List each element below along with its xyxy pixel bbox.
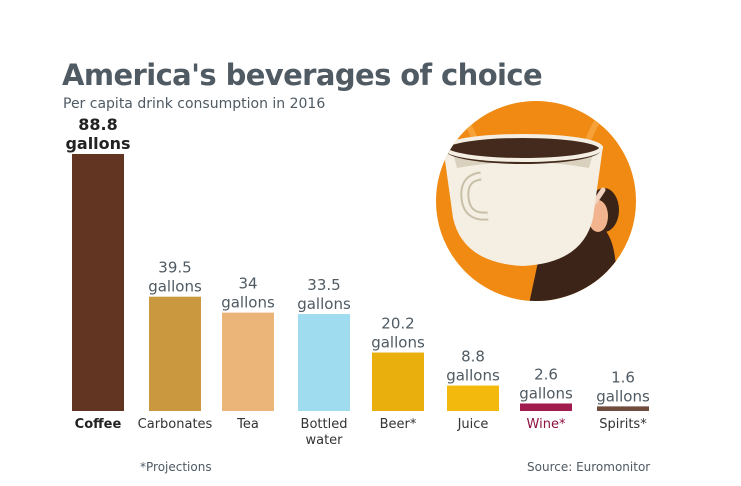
unit-label-bottled-water: gallons <box>297 295 351 313</box>
unit-label-juice: gallons <box>446 367 500 385</box>
unit-label-coffee: gallons <box>65 134 130 153</box>
category-label-spirits: Spirits* <box>599 417 647 432</box>
unit-label-wine: gallons <box>519 384 573 402</box>
bar-carbonates <box>149 296 201 411</box>
category-label-juice: Juice <box>457 417 489 432</box>
category-label-coffee: Coffee <box>75 417 122 432</box>
value-label-juice: 8.8 <box>461 348 485 366</box>
value-label-spirits: 1.6 <box>611 368 635 386</box>
category-label-beer: Beer* <box>380 417 417 432</box>
chart-title: America's beverages of choice <box>62 58 543 92</box>
category-label-carbonates: Carbonates <box>138 417 213 432</box>
unit-label-beer: gallons <box>371 334 425 352</box>
value-label-carbonates: 39.5 <box>158 259 191 277</box>
unit-label-tea: gallons <box>221 294 275 312</box>
value-label-beer: 20.2 <box>381 315 414 333</box>
coffee-illustration <box>436 101 636 301</box>
projections-footnote: *Projections <box>140 460 212 474</box>
bar-coffee <box>72 154 124 411</box>
bar-spirits <box>597 406 649 411</box>
source-note: Source: Euromonitor <box>527 460 651 474</box>
unit-label-spirits: gallons <box>596 387 650 405</box>
bar-bottled-water <box>298 314 350 411</box>
category-label-tea: Tea <box>236 417 259 432</box>
chart-subtitle: Per capita drink consumption in 2016 <box>63 96 326 112</box>
bar-tea <box>222 312 274 411</box>
bar-chart: 88.8gallonsCoffee39.5gallonsCarbonates34… <box>65 115 650 448</box>
category-label-wine: Wine* <box>527 417 566 432</box>
value-label-wine: 2.6 <box>534 365 558 383</box>
bar-beer <box>372 352 424 411</box>
unit-label-carbonates: gallons <box>148 278 202 296</box>
value-label-bottled-water: 33.5 <box>307 276 340 294</box>
category-label-bottled-water-1: Bottled <box>301 417 348 432</box>
value-label-coffee: 88.8 <box>78 115 117 134</box>
value-label-tea: 34 <box>238 275 257 293</box>
bar-wine <box>520 403 572 411</box>
bar-juice <box>447 385 499 411</box>
category-label-bottled-water-2: water <box>305 433 343 448</box>
